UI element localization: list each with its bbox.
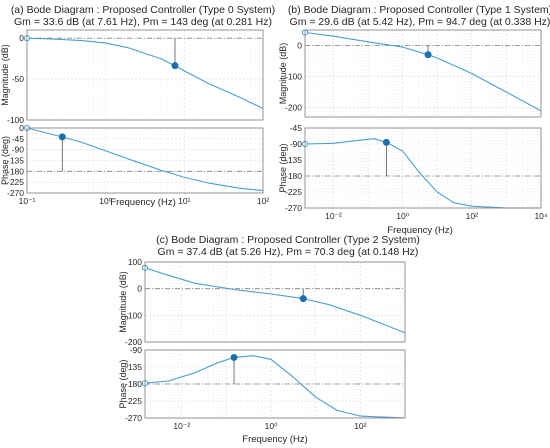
- panel-b-magnitude-y-tick-label: -200: [285, 103, 302, 113]
- panel-c-magnitude-margin-marker: [299, 295, 307, 303]
- panel-a-magnitude-response-curve: [26, 37, 264, 109]
- panel-c-phase-y-tick-label: -225: [125, 396, 142, 406]
- panel-a-phase-y-tick-label: -45: [12, 134, 25, 144]
- panel-c-phase-response-curve: [144, 355, 406, 419]
- panel-b-x-axis-label: Frequency (Hz): [387, 225, 452, 236]
- panel-b-phase-x-tick-label: 10²: [466, 211, 478, 221]
- panel-c-phase-x-tick-label: 10⁰: [265, 421, 278, 431]
- panel-b-phase-y-tick-label: -90: [290, 139, 303, 149]
- panel-a-phase-y-axis-label: Phase (deg): [0, 136, 10, 185]
- panel-c-magnitude-y-tick-label: -100: [125, 310, 142, 320]
- panel-c-phase-y-axis-label: Phase (deg): [118, 359, 128, 408]
- panel-c-magnitude-y-tick-label: -200: [125, 337, 142, 347]
- panel-a-phase-y-tick-label: -270: [7, 188, 24, 198]
- panel-c-magnitude-axes-frame: [144, 261, 406, 343]
- panel-a-subtitle: Gm = 33.6 dB (at 7.61 Hz), Pm = 143 deg …: [14, 16, 272, 28]
- panel-a-phase-y-tick-label: -135: [7, 156, 24, 166]
- panel-c-phase-y-tick-label: -180: [125, 379, 142, 389]
- panel-c-phase-y-tick-label: -90: [130, 345, 143, 355]
- panel-b-phase-y-tick-label: -45: [290, 123, 303, 133]
- panel-c-subtitle: Gm = 37.4 dB (at 5.26 Hz), Pm = 70.3 deg…: [158, 246, 419, 258]
- panel-b-phase-y-tick-label: -225: [285, 187, 302, 197]
- panel-c-phase-axes-frame: [144, 349, 406, 419]
- panel-c-magnitude-response-curve: [144, 267, 406, 334]
- panel-b-phase-axes-frame: [304, 127, 542, 209]
- panel-a-magnitude-plot-area: [27, 30, 263, 120]
- panel-c-magnitude-y-axis-label: Magnitude (dB): [118, 271, 128, 333]
- panel-b-phase-plot: -45 -90 -135 -180 -225 -270 Phase (deg) 10⁻² 10⁰…: [278, 123, 548, 221]
- panel-a-phase-y-tick-label: -90: [12, 145, 25, 155]
- bode-panel-a: (a) Bode Diagram : Proposed Controller (…: [0, 4, 275, 208]
- panel-b-subtitle: Gm = 29.6 dB (at 5.42 Hz), Pm = 94.7 deg…: [290, 16, 550, 28]
- panel-a-phase-x-tick-label: 10¹: [178, 196, 190, 206]
- panel-c-magnitude-y-tick-label: 0: [137, 284, 142, 294]
- panel-c-phase-y-tick-label: -270: [125, 413, 142, 423]
- panel-b-phase-x-tick-label: 10⁻²: [325, 211, 342, 221]
- panel-a-x-axis-label: Frequency (Hz): [110, 197, 175, 208]
- panel-b-magnitude-plot-area: [305, 30, 541, 117]
- panel-c-phase-x-tick-label: 10⁻²: [173, 421, 190, 431]
- panel-a-phase-x-tick-label: 10⁻¹: [19, 196, 36, 206]
- panel-c-phase-margin-marker: [230, 353, 238, 361]
- panel-b-phase-x-tick-label: 10⁴: [534, 211, 547, 221]
- panel-b-phase-y-tick-label: -135: [285, 155, 302, 165]
- panel-b-phase-margin-marker: [382, 138, 390, 146]
- panel-b-phase-x-tick-label: 10⁰: [396, 211, 409, 221]
- panel-c-x-axis-label: Frequency (Hz): [242, 434, 307, 445]
- panel-c-magnitude-plot-area: [145, 262, 405, 342]
- panel-b-magnitude-y-axis-label: Magnitude (dB): [278, 43, 288, 105]
- panel-b-title: (b) Bode Diagram : Proposed Controller (…: [288, 4, 550, 16]
- panel-a-magnitude-plot: 0 -50 -100 Magnitude (dB): [0, 29, 264, 125]
- panel-b-phase-response-curve: [304, 138, 541, 209]
- bode-panel-c: (c) Bode Diagram : Proposed Controller (…: [118, 234, 420, 445]
- bode-panel-b: (b) Bode Diagram : Proposed Controller (…: [278, 4, 550, 236]
- panel-c-magnitude-y-tick-label: 100: [128, 257, 142, 267]
- panel-a-phase-x-tick-label: 10⁰: [99, 196, 112, 206]
- panel-a-magnitude-y-tick-label: -50: [12, 74, 25, 84]
- panel-b-magnitude-y-tick-label: 0: [297, 41, 302, 51]
- panel-c-phase-x-tick-label: 10²: [354, 421, 366, 431]
- panel-a-title: (a) Bode Diagram : Proposed Controller (…: [11, 4, 275, 16]
- panel-c-magnitude-plot: 100 0 -100 -200 Magnitude (dB): [118, 257, 406, 347]
- panel-a-magnitude-y-tick-label: 0: [19, 33, 24, 43]
- panel-c-phase-y-tick-label: -135: [125, 362, 142, 372]
- panel-a-phase-margin-marker: [58, 133, 66, 141]
- panel-c-title: (c) Bode Diagram : Proposed Controller (…: [156, 234, 420, 246]
- panel-a-phase-plot: 0-45-90-135-180-225-270 Phase (deg) 10⁻¹ 10…: [0, 123, 269, 206]
- panel-b-phase-y-axis-label: Phase (deg): [278, 143, 288, 192]
- panel-c-phase-plot: -90 -135 -180 -225 -270 Phase (deg) 10⁻² 10⁰ 10²: [118, 345, 406, 431]
- panel-b-magnitude-y-tick-label: -100: [285, 72, 302, 82]
- panel-b-phase-y-tick-label: -180: [285, 171, 302, 181]
- panel-b-magnitude-axes-frame: [304, 29, 542, 118]
- panel-a-phase-response-curve: [26, 127, 264, 192]
- panel-a-phase-axes-frame: [26, 127, 264, 194]
- panel-b-phase-plot-area: [305, 128, 541, 208]
- panel-a-magnitude-y-axis-label: Magnitude (dB): [0, 44, 10, 106]
- panel-a-phase-y-tick-label: 0: [19, 123, 24, 133]
- panel-a-phase-y-tick-label: -225: [7, 177, 24, 187]
- panel-b-magnitude-margin-marker: [424, 51, 432, 59]
- panel-a-magnitude-axes-frame: [26, 29, 264, 121]
- panel-a-magnitude-y-tick-label: -100: [7, 115, 24, 125]
- panel-a-magnitude-margin-marker: [171, 62, 179, 70]
- panel-a-phase-y-tick-label: -180: [7, 166, 24, 176]
- panel-b-phase-y-tick-label: -270: [285, 203, 302, 213]
- panel-a-phase-x-tick-label: 10²: [257, 196, 269, 206]
